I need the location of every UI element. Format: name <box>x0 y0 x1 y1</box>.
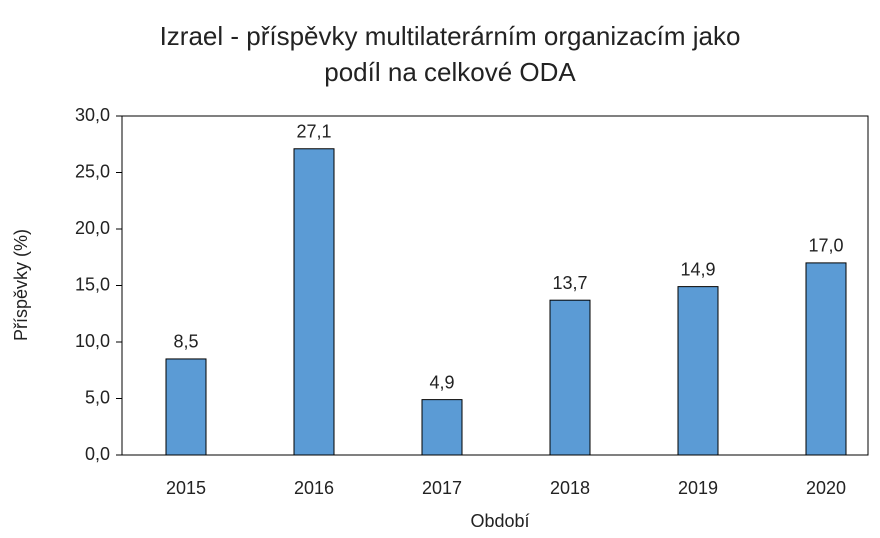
y-tick-label: 0,0 <box>85 444 110 464</box>
y-axis-label: Příspěvky (%) <box>11 229 31 341</box>
x-tick-label: 2017 <box>422 478 462 498</box>
y-tick-label: 15,0 <box>75 274 110 294</box>
bar <box>421 399 463 456</box>
y-tick-label: 10,0 <box>75 331 110 351</box>
bar <box>805 262 847 456</box>
x-tick-label: 2020 <box>806 478 846 498</box>
y-tick-label: 30,0 <box>75 105 110 125</box>
bar <box>549 299 591 456</box>
data-label: 17,0 <box>808 236 843 256</box>
data-label: 14,9 <box>680 259 715 279</box>
x-tick-label: 2016 <box>294 478 334 498</box>
y-tick-label: 25,0 <box>75 161 110 181</box>
chart-title: Izrael - příspěvky multilaterárním organ… <box>160 21 741 51</box>
data-label: 4,9 <box>429 372 454 392</box>
x-tick-label: 2015 <box>166 478 206 498</box>
data-label: 8,5 <box>173 332 198 352</box>
chart-title: podíl na celkové ODA <box>324 57 576 87</box>
plot-frame <box>121 115 869 456</box>
y-tick-label: 20,0 <box>75 218 110 238</box>
bar <box>165 358 207 456</box>
x-tick-label: 2019 <box>678 478 718 498</box>
y-tick-label: 5,0 <box>85 387 110 407</box>
x-axis-label: Období <box>470 511 529 531</box>
data-label: 13,7 <box>552 273 587 293</box>
x-tick-label: 2018 <box>550 478 590 498</box>
data-label: 27,1 <box>296 122 331 142</box>
bar <box>293 148 335 456</box>
bar <box>677 286 719 456</box>
